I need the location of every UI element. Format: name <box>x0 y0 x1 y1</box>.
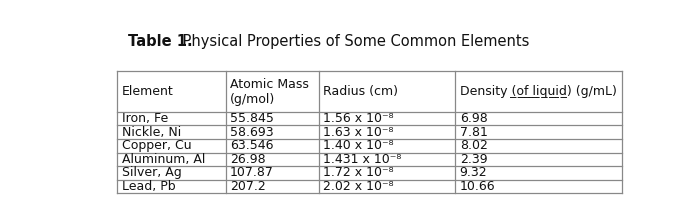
Text: Table 1.: Table 1. <box>128 35 192 50</box>
Text: 207.2: 207.2 <box>230 180 266 193</box>
Text: Physical Properties of Some Common Elements: Physical Properties of Some Common Eleme… <box>178 35 529 50</box>
Text: 1.63 x 10⁻⁸: 1.63 x 10⁻⁸ <box>323 126 394 139</box>
Text: Element: Element <box>122 85 174 98</box>
Text: 1.431 x 10⁻⁸: 1.431 x 10⁻⁸ <box>323 153 402 166</box>
Text: 2.02 x 10⁻⁸: 2.02 x 10⁻⁸ <box>323 180 394 193</box>
Text: 1.56 x 10⁻⁸: 1.56 x 10⁻⁸ <box>323 112 394 125</box>
Text: Atomic Mass
(g/mol): Atomic Mass (g/mol) <box>230 78 309 105</box>
Text: 10.66: 10.66 <box>460 180 496 193</box>
Text: 1.72 x 10⁻⁸: 1.72 x 10⁻⁸ <box>323 166 394 180</box>
Text: 9.32: 9.32 <box>460 166 487 180</box>
Text: 107.87: 107.87 <box>230 166 274 180</box>
Text: 2.39: 2.39 <box>460 153 487 166</box>
Text: 1.40 x 10⁻⁸: 1.40 x 10⁻⁸ <box>323 139 394 152</box>
Text: 7.81: 7.81 <box>460 126 488 139</box>
Text: Nickle, Ni: Nickle, Ni <box>122 126 181 139</box>
Text: Lead, Pb: Lead, Pb <box>122 180 175 193</box>
Text: 6.98: 6.98 <box>460 112 487 125</box>
Text: 26.98: 26.98 <box>230 153 266 166</box>
Bar <box>118 71 622 193</box>
Text: Iron, Fe: Iron, Fe <box>122 112 168 125</box>
Text: Silver, Ag: Silver, Ag <box>122 166 181 180</box>
Text: 8.02: 8.02 <box>460 139 488 152</box>
Text: Density (̲o̲f̲ ̲l̲i̲q̲u̲i̲d̲) (g/mL): Density (̲o̲f̲ ̲l̲i̲q̲u̲i̲d̲) (g/mL) <box>460 85 617 98</box>
Text: 63.546: 63.546 <box>230 139 274 152</box>
Text: Radius (cm): Radius (cm) <box>323 85 398 98</box>
Text: Aluminum, Al: Aluminum, Al <box>122 153 205 166</box>
Text: Copper, Cu: Copper, Cu <box>122 139 191 152</box>
Text: 58.693: 58.693 <box>230 126 274 139</box>
Text: 55.845: 55.845 <box>230 112 274 125</box>
